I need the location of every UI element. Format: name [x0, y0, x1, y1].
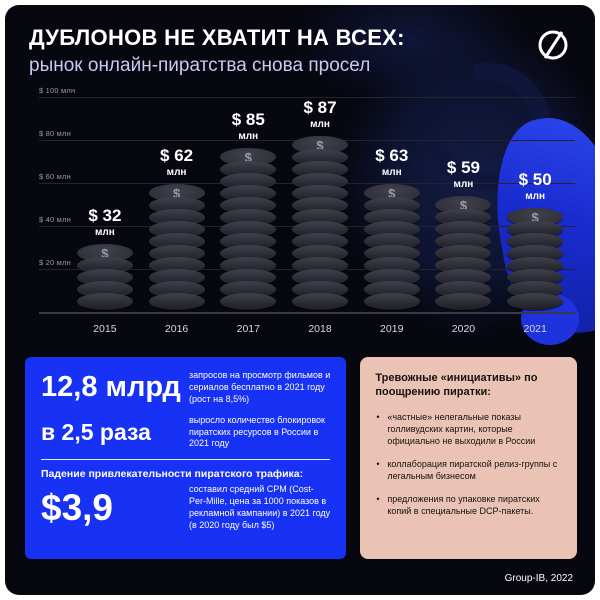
y-tick-label: $ 80 млн	[39, 129, 71, 139]
x-axis-year: 2017	[236, 323, 260, 335]
stat-row-requests: 12,8 млрд запросов на просмотр фильмов и…	[41, 370, 330, 406]
source-credit: Group-IB, 2022	[504, 573, 573, 584]
x-axis-year: 2018	[308, 323, 332, 335]
y-tick-label: $ 20 млн	[39, 258, 71, 268]
page-subtitle: рынок онлайн-пиратства снова просел	[29, 55, 371, 77]
page-title: ДУБЛОНОВ НЕ ХВАТИТ НА ВСЕХ:	[29, 25, 405, 50]
bar-value-label: $ 63 млн	[375, 146, 409, 178]
bar-value-label: $ 32 млн	[88, 206, 122, 238]
coin-stack: $	[220, 148, 277, 310]
coin	[507, 293, 564, 310]
initiatives-list: «частные» нелегальные показы голливудски…	[375, 411, 562, 518]
x-axis-year: 2016	[164, 323, 189, 335]
stat-desc: составил средний CPM (Cost-Per-Mille, це…	[189, 484, 331, 530]
coin-stack: $	[292, 136, 349, 310]
list-item-text: предложения по упаковке пиратских копий …	[387, 493, 540, 517]
coin	[292, 293, 349, 310]
coin-stack: $	[363, 184, 420, 310]
x-axis-year: 2015	[93, 323, 117, 335]
bottom-panels: 12,8 млрд запросов на просмотр фильмов и…	[25, 357, 577, 559]
group-ib-logo-icon	[535, 27, 571, 63]
coin	[148, 293, 205, 310]
coin	[220, 293, 277, 310]
list-item-text: «частные» нелегальные показы голливудски…	[387, 411, 536, 447]
stat-row-blocks: в 2,5 раза выросло количество блокировок…	[41, 415, 330, 451]
piracy-market-chart: $ 100 млн $ 80 млн $ 60 млн $ 40 млн $ 20 мл…	[39, 86, 575, 339]
coin	[76, 293, 133, 310]
chart-column-2020: $ 59 млн $2020	[428, 97, 500, 337]
list-item-text: коллаборация пиратской релиз-группы с ле…	[387, 458, 558, 482]
coin-stack: $	[507, 208, 564, 310]
coin	[363, 293, 420, 310]
initiatives-panel: Тревожные «инициативы» по поощрению пира…	[360, 357, 577, 559]
header: ДУБЛОНОВ НЕ ХВАТИТ НА ВСЕХ: рынок онлайн…	[29, 25, 525, 77]
x-axis-year: 2019	[380, 323, 404, 335]
y-tick-label: $ 60 млн	[39, 172, 71, 182]
infographic-card: ДУБЛОНОВ НЕ ХВАТИТ НА ВСЕХ: рынок онлайн…	[5, 5, 595, 595]
coin-stack: $	[435, 196, 492, 310]
chart-column-2017: $ 85 млн $2017	[212, 97, 284, 337]
stat-value: в 2,5 раза	[41, 418, 151, 445]
list-item: «частные» нелегальные показы голливудски…	[375, 411, 562, 448]
list-item: коллаборация пиратской релиз-группы с ле…	[375, 458, 562, 483]
bar-value-label: $ 62 млн	[160, 146, 194, 178]
chart-columns: $ 32 млн $2015 $ 62 млн $2016 $ 85 млн $2017 $ 87…	[69, 97, 571, 337]
y-tick-label: $ 40 млн	[39, 215, 71, 225]
stat-heading: Падение привлекательности пиратского тра…	[41, 468, 304, 481]
panel-divider	[41, 459, 331, 461]
chart-column-2015: $ 32 млн $2015	[69, 97, 141, 337]
bar-value-label: $ 50 млн	[518, 170, 552, 202]
stat-value: $3,9	[41, 487, 114, 528]
x-axis-year: 2021	[523, 323, 547, 335]
chart-column-2019: $ 63 млн $2019	[356, 97, 428, 337]
stat-desc: выросло количество блокировок пиратских …	[189, 414, 325, 449]
stat-desc: запросов на просмотр фильмов и сериалов …	[189, 370, 331, 404]
stat-row-cpm: $3,9 составил средний CPM (Cost-Per-Mill…	[41, 484, 330, 532]
chart-column-2016: $ 62 млн $2016	[141, 97, 213, 337]
stats-panel: 12,8 млрд запросов на просмотр фильмов и…	[25, 357, 347, 559]
y-tick-label: $ 100 млн	[39, 86, 76, 96]
chart-column-2018: $ 87 млн $2018	[284, 97, 356, 337]
coin-stack: $	[76, 244, 133, 310]
x-axis-year: 2020	[451, 323, 476, 335]
list-item: предложения по упаковке пиратских копий …	[375, 493, 562, 518]
chart-column-2021: $ 50 млн $2021	[499, 97, 571, 337]
stat-value: 12,8 млрд	[41, 371, 181, 404]
bar-value-label: $ 59 млн	[446, 158, 480, 190]
coin	[435, 293, 492, 310]
coin-stack: $	[148, 184, 205, 310]
initiatives-title: Тревожные «инициативы» по поощрению пира…	[375, 372, 538, 399]
bar-value-label: $ 87 млн	[303, 98, 337, 130]
bar-value-label: $ 85 млн	[231, 110, 265, 142]
